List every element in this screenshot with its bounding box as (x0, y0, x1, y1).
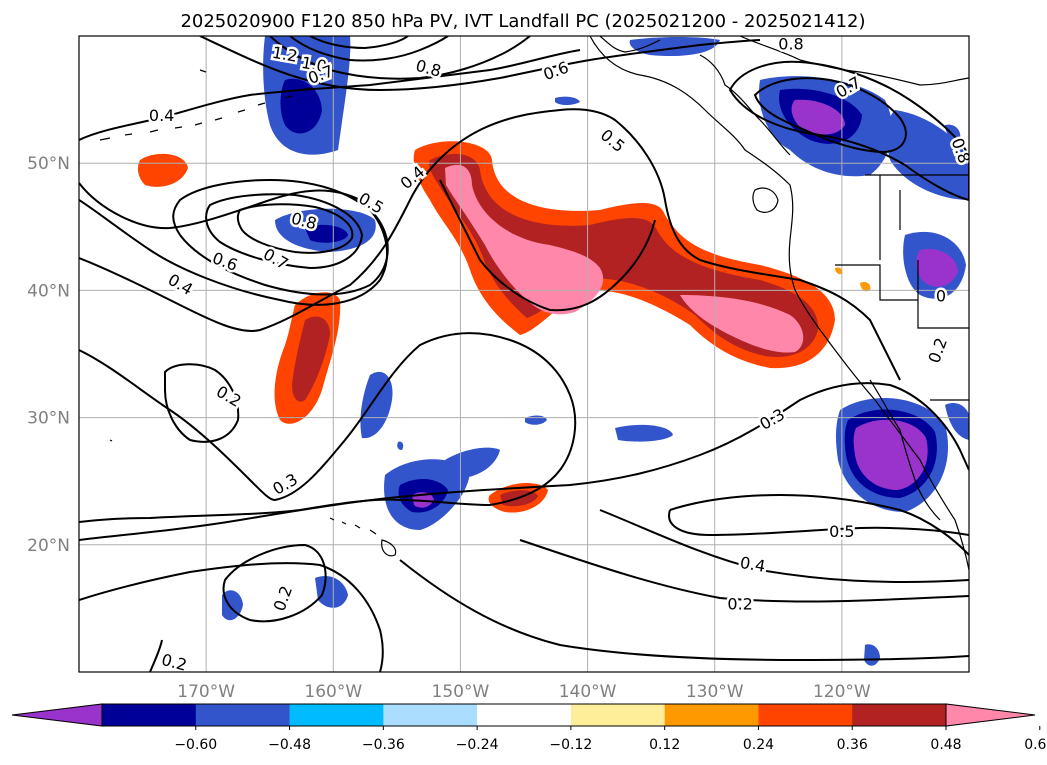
colorbar-segment (195, 704, 291, 726)
colorbar-segment (758, 704, 853, 726)
lon-tick-label: 170°W (177, 682, 235, 702)
colorbar-segment (570, 704, 666, 726)
gridlines (79, 36, 969, 672)
coast-baja (869, 379, 941, 521)
neg-blob-central (360, 371, 393, 439)
lon-tick-label: 160°W (304, 682, 362, 702)
colorbar-tick-label: −0.24 (456, 737, 499, 753)
colorbar-segment (102, 704, 197, 726)
colorbar-frame (101, 703, 947, 727)
hawaii-islands (329, 517, 397, 557)
colorbar-extend-max (945, 703, 1036, 727)
colorbar: −0.60 −0.48 −0.36 −0.24 −0.12 0.12 0.24 0.36 0.4… (11, 703, 1047, 753)
colorbar-tick-label: 0.12 (649, 737, 680, 753)
contour-label: 0.5 (829, 522, 854, 541)
contour-label: 0.2 (159, 650, 189, 675)
pv-contours (79, 36, 969, 672)
figure-title: 2025020900 F120 850 hPa PV, IVT Landfall… (180, 11, 865, 32)
colorbar-segment (289, 704, 384, 726)
contour-label: 0.8 (778, 35, 803, 54)
positive-pc-shading (137, 141, 871, 513)
us-state-borders (835, 174, 969, 401)
colorbar-tick-label: −0.12 (549, 737, 592, 753)
colorbar-segment (852, 704, 947, 726)
colorbar-segment (664, 704, 759, 726)
colorbar-segment (477, 704, 572, 726)
lon-tick-label: 140°W (559, 682, 617, 702)
longitude-tick-labels: 170°W 160°W 150°W 140°W 130°W 120°W (177, 682, 871, 702)
lon-tick-label: 150°W (432, 682, 490, 702)
colorbar-tick-label: 0.60 (1024, 737, 1047, 753)
lat-tick-label: 20°N (27, 536, 70, 556)
lon-tick-label: 120°W (813, 682, 871, 702)
latitude-tick-labels: 50°N 40°N 30°N 20°N (27, 154, 70, 556)
colorbar-segment (383, 704, 478, 726)
colorbar-tick-label: 0.48 (930, 737, 961, 753)
colorbar-tick-label: −0.48 (268, 737, 311, 753)
lat-tick-label: 40°N (27, 281, 70, 301)
colorbar-extend-min (11, 703, 103, 727)
map-panel: 1.2 1.0 0.80.7 0.60.80.70.80.40.50.40.50.80… (79, 35, 969, 675)
neg-blob-canada-east (886, 110, 969, 200)
lon-tick-label: 130°W (686, 682, 744, 702)
contour-label: 0.4 (149, 106, 174, 125)
colorbar-tick-label: −0.36 (362, 737, 405, 753)
pos-blob-west (137, 153, 188, 187)
lat-tick-label: 50°N (27, 154, 70, 174)
colorbar-tick-label: −0.60 (174, 737, 217, 753)
map-frame (78, 35, 970, 673)
negative-pc-shading (222, 36, 969, 666)
colorbar-tick-label: 0.36 (837, 737, 868, 753)
contour-label: 0 (936, 286, 946, 305)
contour-label: 0.2 (727, 594, 752, 613)
coast-alaska (589, 36, 969, 571)
colorbar-tick-label: 0.24 (743, 737, 774, 753)
coastlines (99, 36, 969, 571)
lat-tick-label: 30°N (27, 409, 70, 429)
